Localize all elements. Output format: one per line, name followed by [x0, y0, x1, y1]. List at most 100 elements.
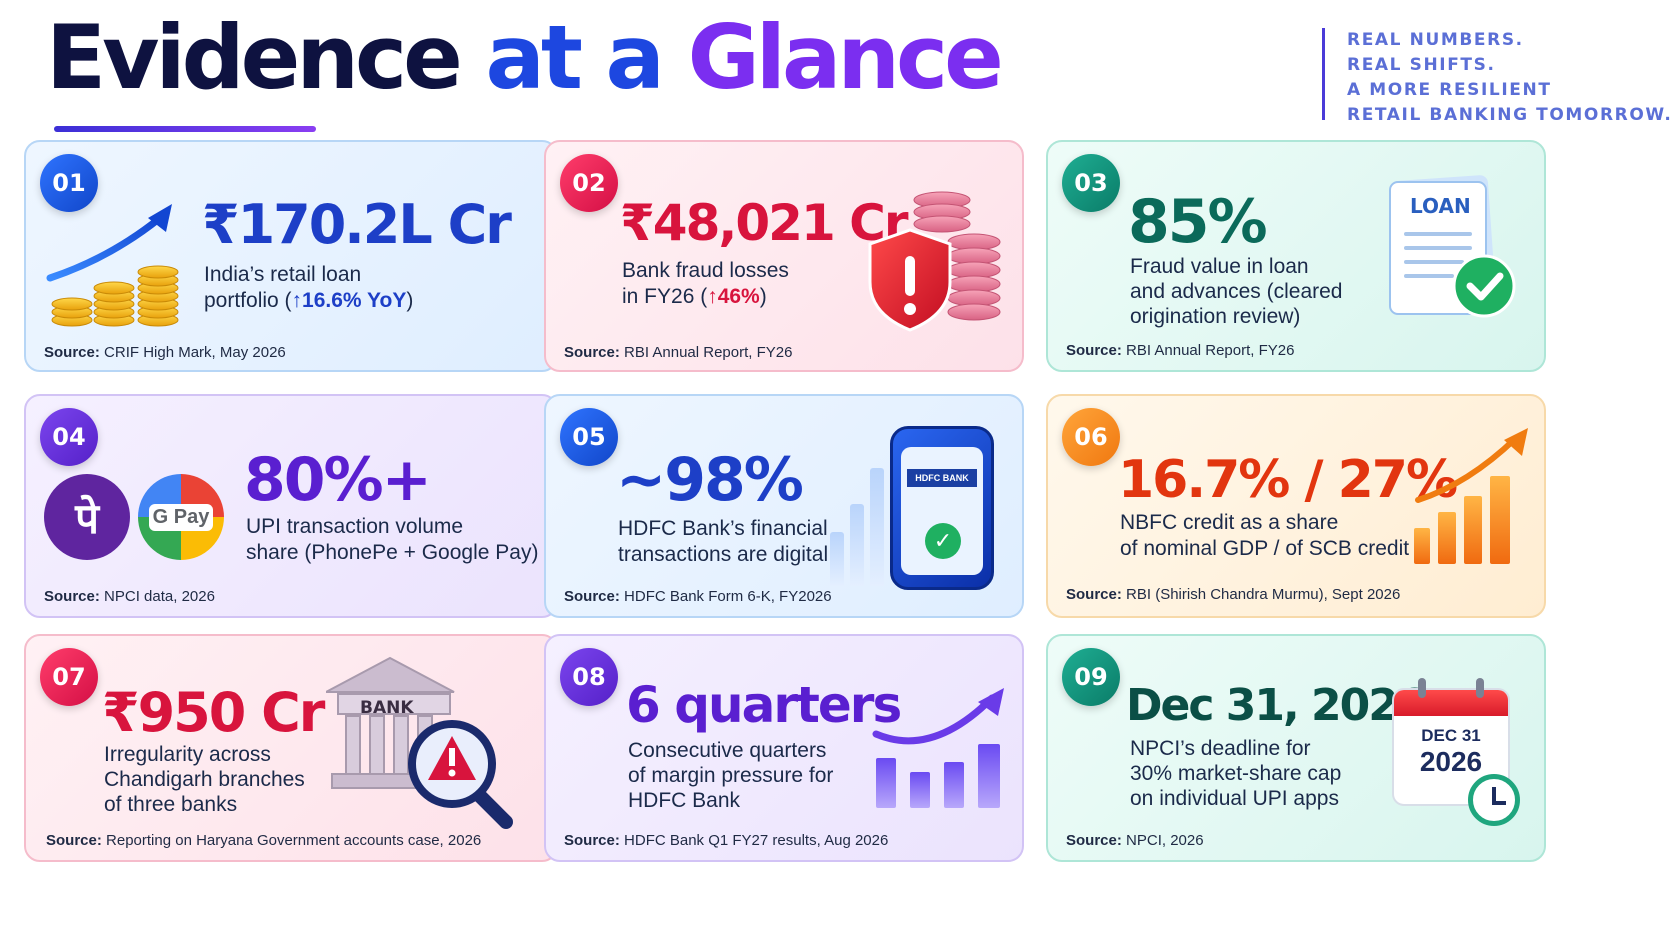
bank-magnifier-alert-icon: BANK — [325, 652, 526, 832]
source-text: NPCI data, 2026 — [104, 588, 215, 605]
stat-value: ₹48,021 Cr — [620, 194, 908, 252]
stat-value: ₹170.2L Cr — [202, 193, 512, 256]
source-label: Source: — [46, 832, 102, 849]
card-number-badge: 06 — [1062, 408, 1120, 466]
desc-line: NPCI’s deadline for — [1130, 737, 1311, 760]
stat-description: Bank fraud losses in FY26 (↑46%) — [622, 258, 789, 310]
source-label: Source: — [44, 588, 100, 605]
card-number-badge: 01 — [40, 154, 98, 212]
stat-description: HDFC Bank’s financial transactions are d… — [618, 516, 828, 568]
source-line: Source: CRIF High Mark, May 2026 — [44, 344, 286, 361]
source-line: Source: Reporting on Haryana Government … — [46, 832, 481, 849]
growth-change: ↑16.6% YoY — [291, 289, 407, 312]
page-title: Evidence at a Glance — [46, 14, 1004, 132]
calendar-month: DEC 31 — [1421, 726, 1481, 745]
source-line: Source: NPCI data, 2026 — [44, 588, 215, 605]
source-text: CRIF High Mark, May 2026 — [104, 344, 286, 361]
desc-line: transactions are digital — [618, 543, 829, 566]
card-number-badge: 04 — [40, 408, 98, 466]
source-label: Source: — [44, 344, 100, 361]
tagline-line: REAL NUMBERS. — [1347, 30, 1524, 50]
calendar-year: 2026 — [1419, 746, 1483, 777]
card-number-badge: 03 — [1062, 154, 1120, 212]
stat-description: UPI transaction volume share (PhonePe + … — [246, 514, 538, 566]
desc-line: HDFC Bank — [628, 789, 741, 812]
stat-description: India’s retail loan portfolio (↑16.6% Yo… — [204, 262, 413, 314]
phonepe-glyph: पे — [75, 493, 99, 543]
source-line: Source: HDFC Bank Form 6-K, FY2026 — [564, 588, 832, 605]
phone-screen: HDFC BANK ✓ — [901, 447, 983, 575]
tagline-line: REAL SHIFTS. — [1347, 55, 1496, 75]
calendar-clock-icon: DEC 31 2026 — [1388, 678, 1528, 828]
desc-line: origination review) — [1130, 305, 1301, 328]
desc-line: Consecutive quarters — [628, 739, 827, 762]
hdfc-bank-label: HDFC BANK — [907, 469, 977, 487]
tagline: REAL NUMBERS. REAL SHIFTS. A MORE RESILI… — [1322, 28, 1672, 125]
title-part-evidence: Evidence — [46, 6, 463, 109]
title-part-glance: Glance — [687, 6, 1004, 109]
stat-card-07: 07 ₹950 Cr Irregularity across Chandigar… — [24, 634, 558, 862]
desc-line: of margin pressure for — [628, 764, 834, 787]
card-number-badge: 05 — [560, 408, 618, 466]
source-label: Source: — [1066, 586, 1122, 603]
blue-growth-bars-icon — [830, 454, 890, 586]
bank-label: BANK — [360, 698, 414, 718]
source-line: Source: RBI Annual Report, FY26 — [1066, 342, 1294, 359]
source-line: Source: HDFC Bank Q1 FY27 results, Aug 2… — [564, 832, 888, 849]
stat-value: 80%+ — [244, 445, 432, 515]
stat-card-09: 09 Dec 31, 2026 NPCI’s deadline for 30% … — [1046, 634, 1546, 862]
desc-line: Bank fraud losses — [622, 259, 789, 282]
desc-line: in FY26 (↑46%) — [622, 284, 789, 310]
gpay-text: G Pay — [148, 503, 214, 531]
stat-value: ~98% — [616, 445, 804, 515]
stat-card-04: 04 पे G Pay 80%+ UPI transaction volume … — [24, 394, 558, 618]
stat-value: Dec 31, 2026 — [1126, 680, 1427, 731]
stat-description: NPCI’s deadline for 30% market-share cap… — [1130, 736, 1341, 811]
stat-card-03: 03 85% Fraud value in loan and advances … — [1046, 140, 1546, 372]
shield-alert-coins-icon — [862, 182, 1012, 332]
desc-line: UPI transaction volume — [246, 515, 464, 538]
stat-description: Irregularity across Chandigarh branches … — [104, 742, 305, 817]
card-number-badge: 02 — [560, 154, 618, 212]
card-number-badge: 09 — [1062, 648, 1120, 706]
check-circle-icon: ✓ — [925, 523, 961, 559]
desc-line: Fraud value in loan — [1130, 255, 1309, 278]
source-text: NPCI, 2026 — [1126, 832, 1204, 849]
tagline-line: A MORE RESILIENT — [1347, 80, 1552, 100]
purple-bars-arrow-icon — [872, 686, 1012, 810]
loan-document-check-icon: LOAN — [1382, 172, 1522, 332]
desc-text: ) — [759, 285, 767, 308]
desc-line: 30% market-share cap — [1130, 762, 1342, 785]
orange-growth-bars-icon — [1408, 426, 1532, 566]
desc-line: NBFC credit as a share — [1120, 511, 1339, 534]
source-line: Source: RBI Annual Report, FY26 — [564, 344, 792, 361]
desc-line: portfolio (↑16.6% YoY) — [204, 288, 413, 314]
source-label: Source: — [1066, 832, 1122, 849]
calendar-header — [1394, 690, 1508, 716]
phone-hdfc-check-icon: HDFC BANK ✓ — [890, 426, 994, 590]
source-text: RBI (Shirish Chandra Murmu), Sept 2026 — [1126, 586, 1401, 603]
clock-icon — [1468, 774, 1520, 826]
stat-card-08: 08 6 quarters Consecutive quarters of ma… — [544, 634, 1024, 862]
growth-change: ↑46% — [707, 285, 760, 308]
title-part-at-a: at a — [485, 6, 664, 109]
desc-text: in FY26 ( — [622, 285, 708, 308]
stat-description: Fraud value in loan and advances (cleare… — [1130, 254, 1342, 329]
desc-line: of nominal GDP / of SCB credit — [1120, 537, 1410, 560]
calendar-ring-right — [1476, 678, 1484, 698]
phonepe-logo-icon: पे — [44, 474, 130, 560]
stat-value: 6 quarters — [626, 676, 902, 734]
desc-line: Chandigarh branches — [104, 768, 305, 791]
stat-value: 85% — [1128, 187, 1268, 257]
stat-description: Consecutive quarters of margin pressure … — [628, 738, 833, 813]
title-underline — [54, 126, 316, 132]
source-text: Reporting on Haryana Government accounts… — [106, 832, 482, 849]
stat-card-06: 06 16.7% / 27% NBFC credit as a share of… — [1046, 394, 1546, 618]
card-number-badge: 07 — [40, 648, 98, 706]
source-label: Source: — [564, 344, 620, 361]
desc-line: HDFC Bank’s financial — [618, 517, 828, 540]
source-text: HDFC Bank Form 6-K, FY2026 — [624, 588, 832, 605]
google-pay-logo-icon: G Pay — [138, 474, 224, 560]
source-label: Source: — [564, 832, 620, 849]
stat-description: NBFC credit as a share of nominal GDP / … — [1120, 510, 1409, 562]
